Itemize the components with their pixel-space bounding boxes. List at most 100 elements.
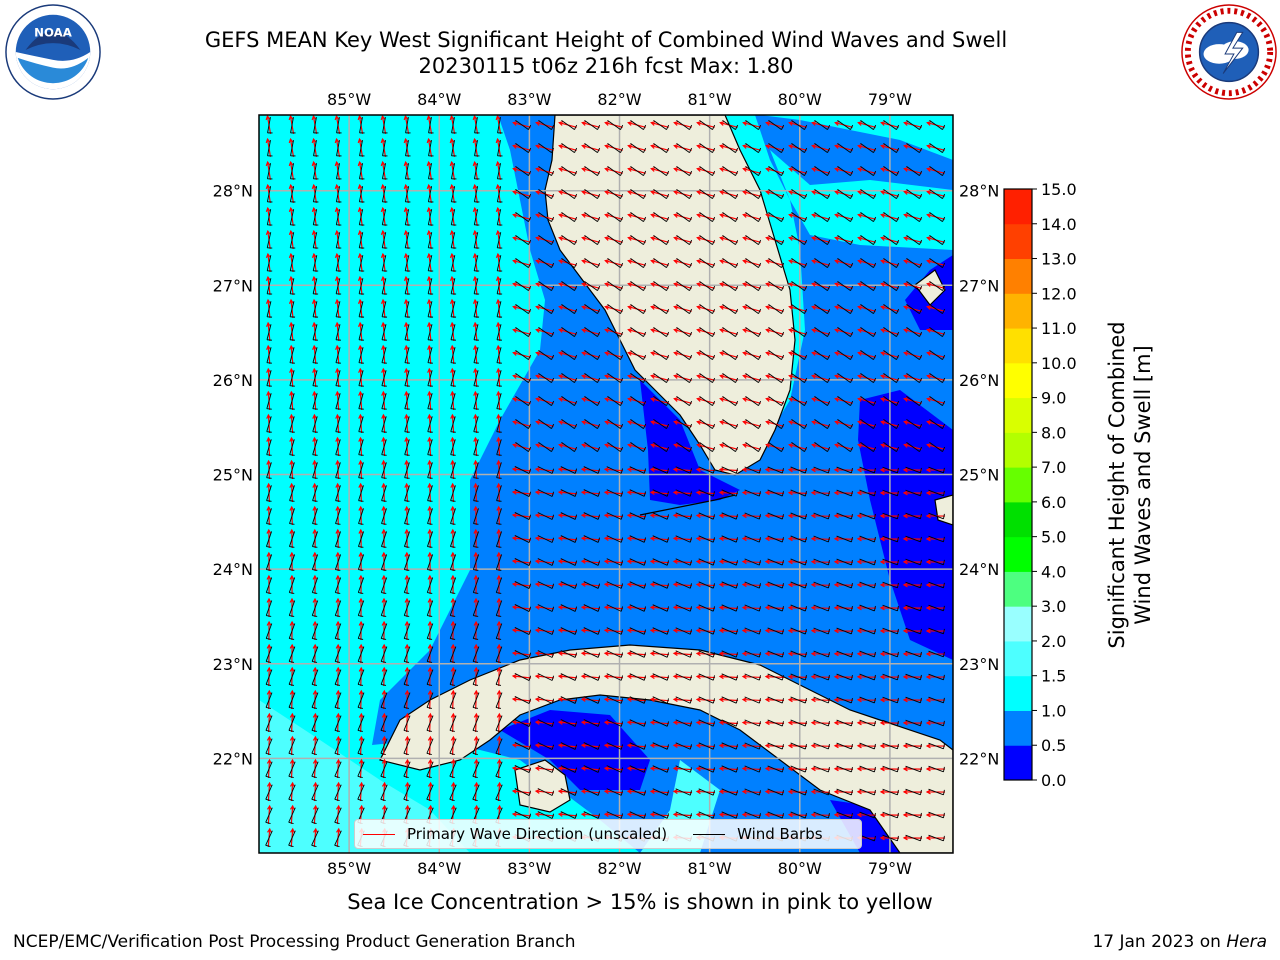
wave-arrowhead [925,789,931,795]
wind-barb-shaft [929,212,943,222]
wave-arrowhead [289,344,294,350]
wind-barb-shaft [630,212,644,222]
wind-barb-tick [689,698,692,704]
wind-barb-tick [381,638,387,640]
wind-barb-tick [289,500,295,502]
wind-barb-tick [712,308,716,314]
wind-barb-tick [311,729,317,732]
wave-arrowhead [765,420,771,425]
wave-arrowhead [833,490,839,496]
wind-barb-shaft [837,166,851,176]
wind-barb-tick [874,766,876,772]
wind-barb-shaft [312,324,318,340]
wind-barb-shaft [745,212,759,222]
wind-barb-shaft [538,304,552,314]
wave-arrowhead [788,190,794,195]
wind-barb-shaft [357,692,365,708]
wave-arrowhead [719,420,725,425]
wind-barb-tick [804,124,808,130]
wave-arrowhead [450,482,456,488]
wind-barb-tick [597,813,601,819]
wind-barb-tick [943,789,945,795]
wave-arrowhead [788,351,794,356]
wave-arrowhead [649,513,655,519]
wind-barb-shaft [653,189,667,199]
wind-barb-shaft [583,788,599,796]
wind-barb-tick [758,813,761,819]
wind-barb-tick [426,729,432,732]
wind-barb-tick [620,491,623,497]
wind-barb-tick [265,752,271,755]
wind-barb-shaft [537,535,553,543]
wave-arrowhead [449,206,455,213]
wave-arrowhead [719,305,725,310]
wind-barb-shaft [583,650,599,658]
wave-arrowhead [557,766,563,771]
wave-arrowhead [764,674,770,680]
wave-arrowhead [512,443,518,448]
wind-barb-shaft [699,396,713,406]
wave-arrowhead [719,443,725,448]
wind-barb-tick [427,523,433,525]
wind-barb-tick [620,560,623,566]
wind-barb-shaft [906,419,920,429]
wind-barb-tick [551,147,555,153]
wind-barb-shaft [449,646,457,662]
wind-barb-shaft [514,788,530,796]
wind-barb-shaft [768,396,782,406]
wind-barb-tick [827,675,830,681]
wave-arrowhead [764,490,770,496]
wind-barb-shaft [837,373,851,383]
wind-barb-tick [758,400,762,406]
wind-barb-shaft [929,235,943,245]
wind-barb-shaft [653,258,667,268]
wind-barb-shaft [629,673,645,681]
wind-barb-shaft [334,646,342,662]
wind-barb-tick [311,798,317,801]
wind-barb-tick [781,790,784,796]
wave-arrowhead [742,121,748,126]
wind-barb-tick [827,354,831,360]
noaa-logo-icon: NOAA [5,4,101,100]
wind-barb-shaft [449,715,457,731]
wave-arrowhead [880,282,886,287]
wave-arrowhead [879,651,885,657]
wind-barb-tick [312,615,318,617]
wave-arrowhead [311,160,317,167]
wave-arrowhead [649,766,655,772]
wind-barb-shaft [699,350,713,360]
wind-barb-tick [804,537,807,543]
wave-arrowhead [512,305,518,310]
wave-arrowhead [764,812,770,818]
wave-arrowhead [427,758,433,764]
wave-arrowhead [902,835,908,841]
wind-barb-tick [920,789,922,795]
wave-arrowhead [856,674,862,680]
wave-arrowhead [557,467,563,472]
wind-barb-shaft [289,531,295,547]
wind-barb-tick [643,124,647,130]
wind-barb-tick [574,537,578,543]
wind-barb-shaft [266,393,272,409]
wind-barb-tick [311,844,317,847]
wind-barb-shaft [311,600,319,616]
wave-arrowhead [672,743,678,749]
wave-arrowhead [426,229,432,236]
wave-arrowhead [626,628,632,633]
wind-barb-shaft [721,765,737,773]
wind-barb-tick [804,354,808,360]
wave-arrowhead [765,397,771,402]
wave-arrowhead [811,190,817,195]
wave-arrowhead [449,298,455,304]
wind-barb-shaft [906,373,920,383]
wave-arrowhead [902,605,908,611]
wind-barb-shaft [607,442,621,452]
wind-barb-tick [574,721,578,727]
wave-arrowhead [404,735,410,741]
wave-arrowhead [879,743,885,749]
colorbar-tick-label: 2.0 [1041,632,1066,651]
wind-barb-shaft [837,258,851,268]
wave-arrowhead [788,236,794,241]
wind-barb-tick [312,408,318,410]
wave-arrowhead [833,651,839,657]
